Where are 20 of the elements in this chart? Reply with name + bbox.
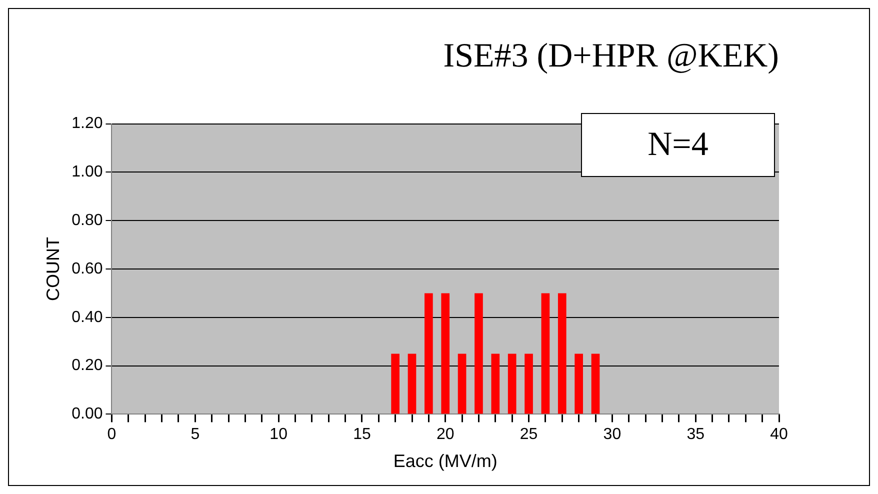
x-tick-label: 20 (436, 426, 454, 444)
y-tick-label: 1.20 (72, 115, 103, 132)
y-tick-label: 1.00 (72, 164, 103, 181)
x-tick-label: 15 (353, 426, 371, 444)
x-tick-label: 25 (520, 426, 538, 444)
y-tick-label: 0.00 (72, 406, 103, 423)
y-tick-label: 0.20 (72, 357, 103, 374)
note-box: N=4 (581, 113, 775, 177)
x-tick-label: 40 (770, 426, 788, 444)
y-tick-label: 0.80 (72, 212, 103, 230)
x-tick-label: 0 (107, 426, 116, 444)
x-tick-label: 30 (603, 426, 622, 444)
chart-title: ISE#3 (D+HPR @KEK) (443, 37, 779, 74)
x-tick-label: 5 (190, 426, 200, 444)
x-tick-label: 35 (686, 426, 705, 444)
y-tick-label: 0.40 (72, 308, 103, 326)
y-axis-title: COUNT (42, 237, 63, 301)
x-tick-label: 10 (270, 426, 288, 444)
x-axis-title: Eacc (MV/m) (393, 451, 498, 472)
y-tick-label: 0.60 (72, 260, 103, 278)
